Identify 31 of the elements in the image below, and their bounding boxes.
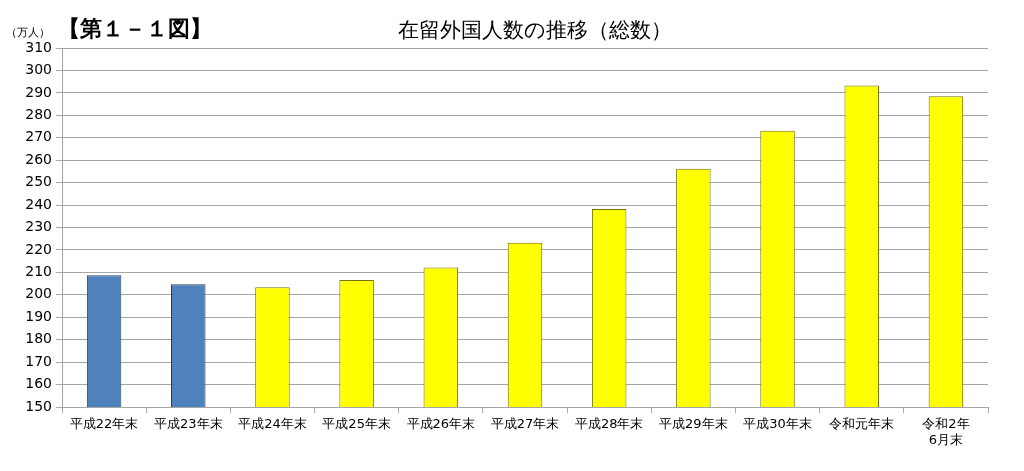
x-tick-label: 平成24年末: [238, 416, 307, 432]
y-tick-label: 220: [25, 240, 52, 257]
y-tick-label: 270: [25, 128, 52, 145]
y-tick-label: 150: [25, 397, 52, 414]
y-tick-label: 210: [25, 263, 52, 280]
text: 【第１－１図】: [58, 16, 212, 41]
y-tick-label: 230: [25, 218, 52, 235]
y-tick-label: 280: [25, 105, 52, 122]
x-tick-label: 平成30年末: [743, 416, 812, 432]
y-tick-label: 160: [25, 375, 52, 392]
y-tick-label: 180: [25, 330, 52, 347]
y-tick-label: 300: [25, 61, 52, 78]
x-tick-label: 平成25年末: [322, 416, 391, 432]
y-tick-label: 310: [25, 38, 52, 55]
chart-title: 在留外国人数の推移（総数）: [397, 18, 673, 42]
y-axis-title: （万人）: [6, 26, 50, 39]
y-tick-label: 250: [25, 173, 52, 190]
x-tick-label: 令和2年 6月末: [922, 416, 970, 447]
y-tick-label: 190: [25, 307, 52, 324]
x-tick-label: 平成23年末: [154, 416, 223, 432]
x-tick-label: 令和元年末: [829, 416, 895, 432]
x-tick-label: 平成28年末: [574, 416, 644, 432]
y-tick-label: 260: [25, 150, 52, 167]
x-tick-label: 平成26年末: [406, 416, 476, 432]
x-tick-label: 平成29年末: [659, 416, 728, 432]
y-tick-label: 170: [25, 352, 52, 369]
x-tick-label: 平成22年末: [69, 416, 139, 432]
y-tick-label: 240: [25, 195, 52, 212]
y-tick-label: 290: [25, 83, 52, 100]
x-tick-label: 平成27年末: [490, 416, 560, 432]
y-tick-label: 200: [25, 285, 52, 302]
